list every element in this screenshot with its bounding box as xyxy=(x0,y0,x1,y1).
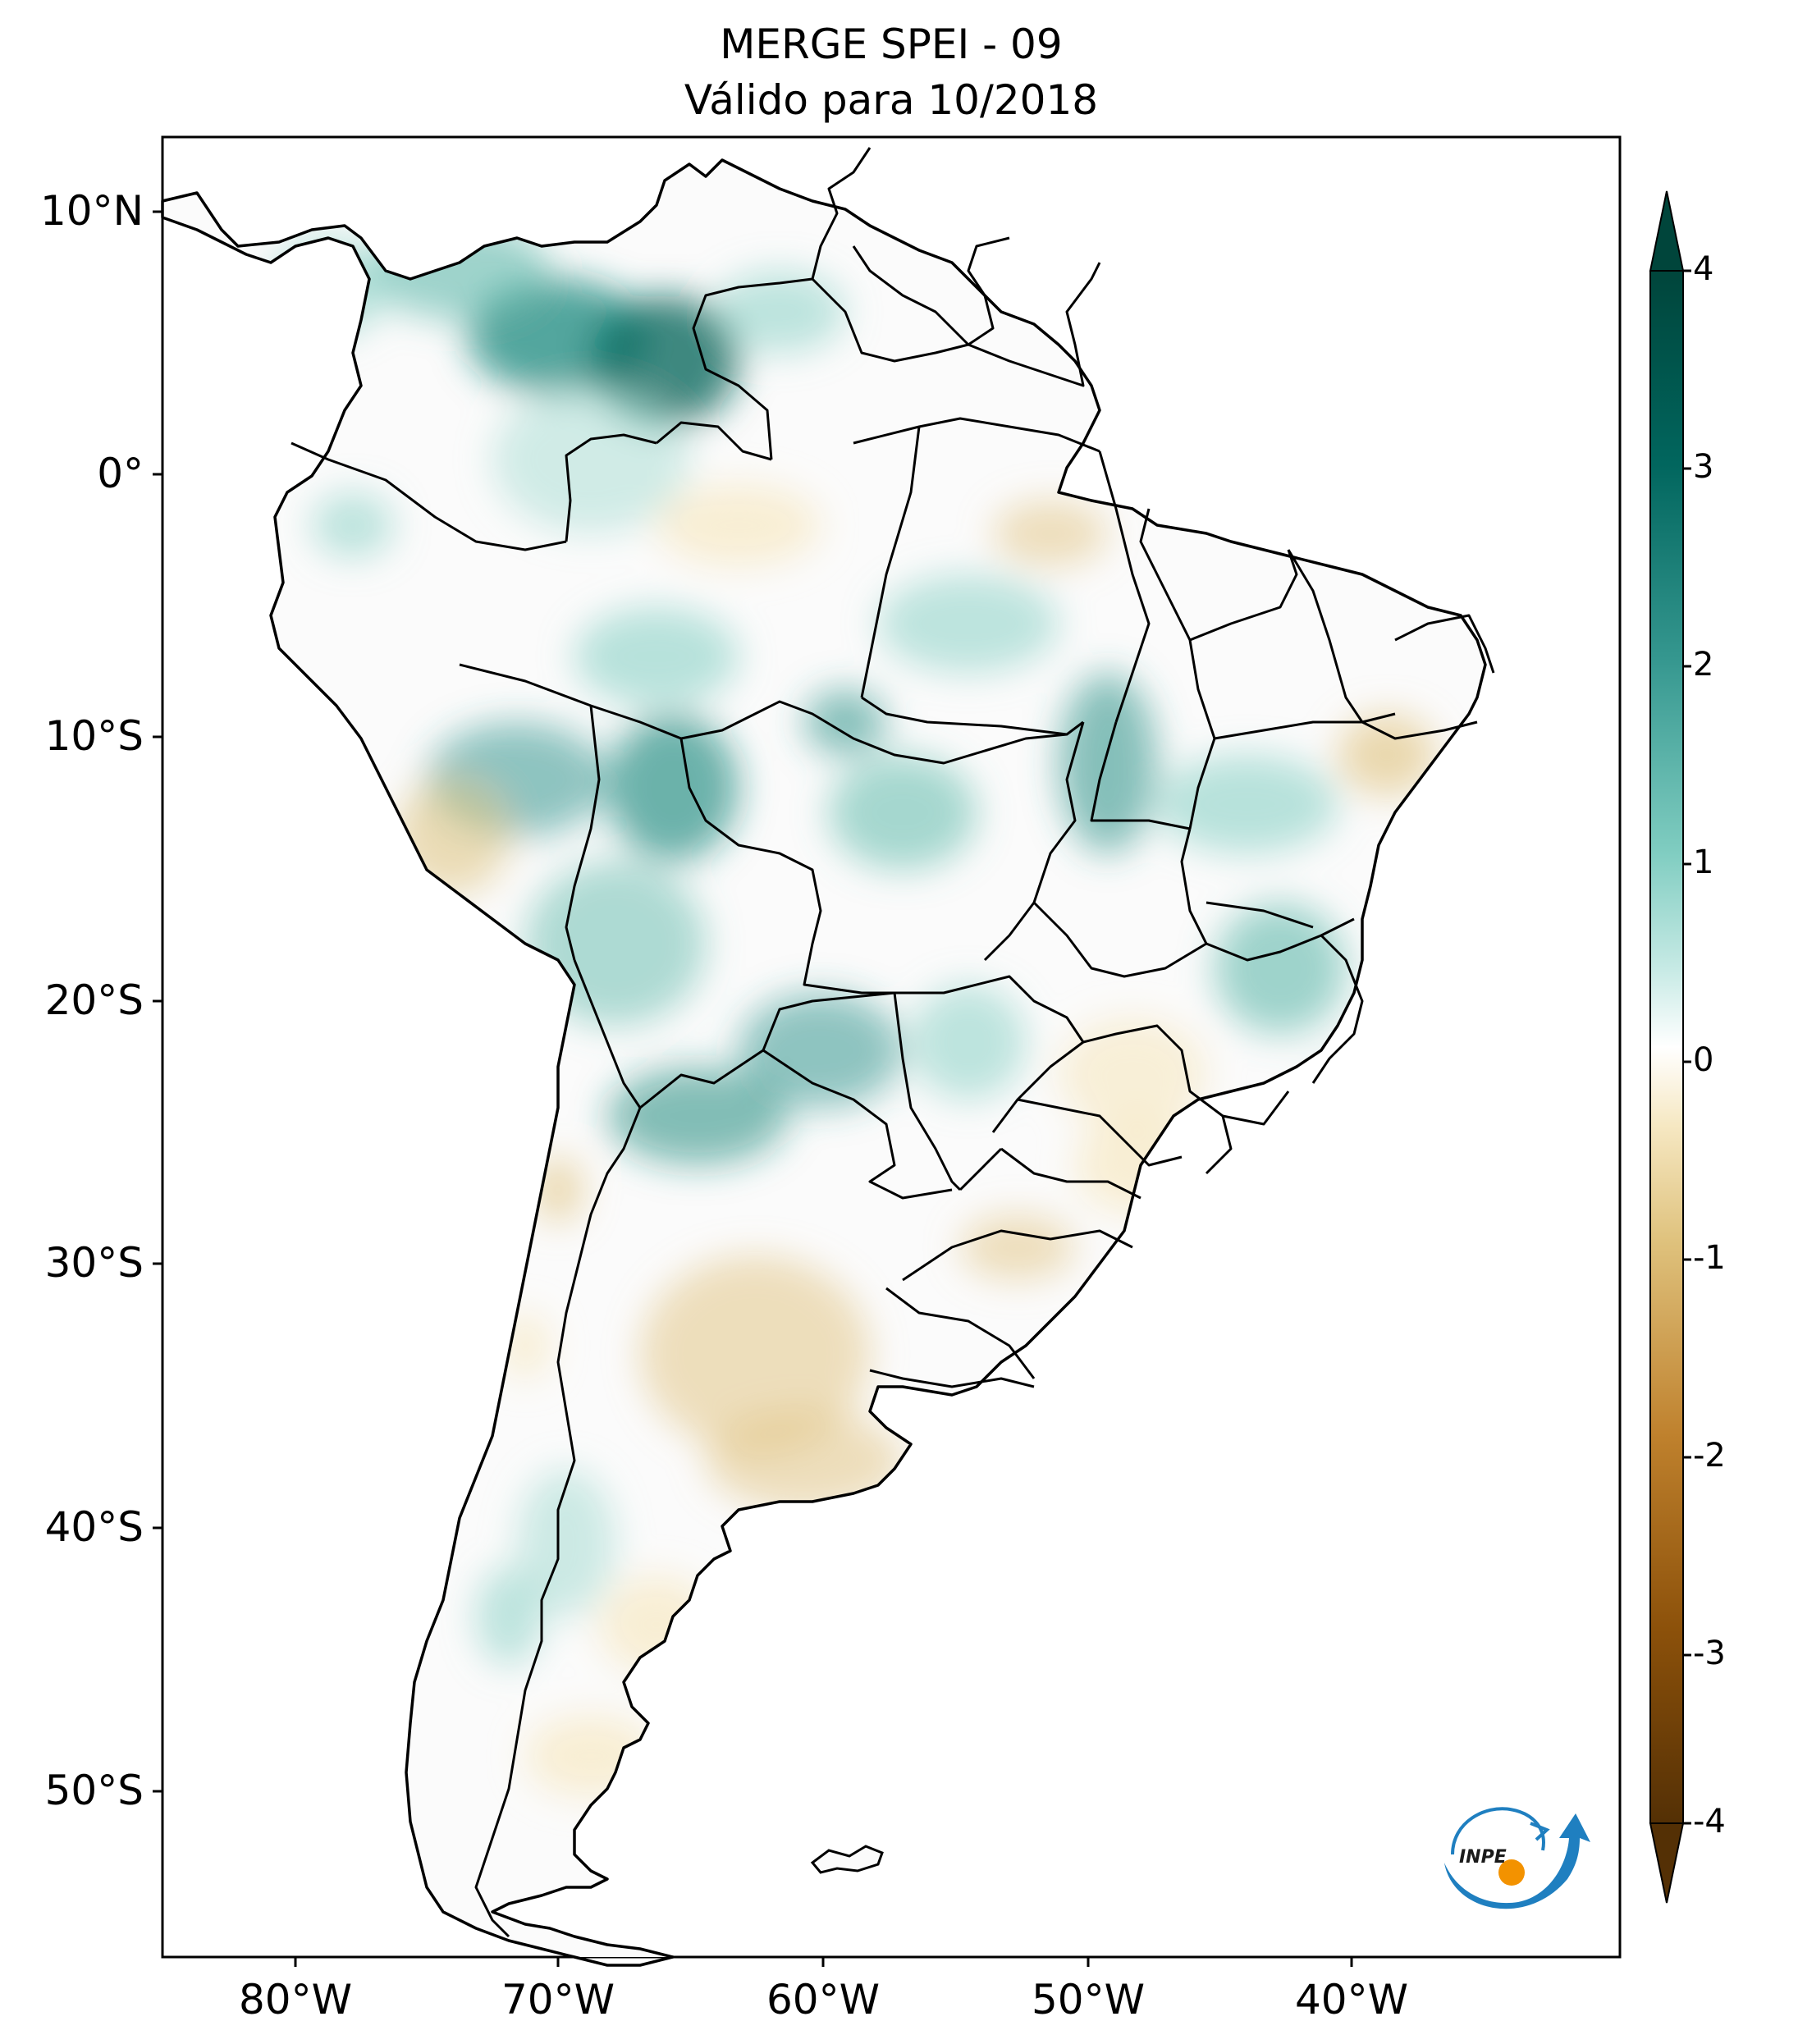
coastline xyxy=(161,158,1487,1967)
brazil-north-states xyxy=(853,417,1100,453)
pernambuco-border xyxy=(1361,720,1478,740)
colorbar xyxy=(1649,190,1691,1904)
bolivia-chile-border xyxy=(573,959,642,1109)
colorbar-tick-label: 2 xyxy=(1693,646,1714,684)
brazil-uruguay-border xyxy=(885,1287,1036,1379)
lat-tick-label: 20°S xyxy=(44,976,144,1024)
colorbar-tick-label: -3 xyxy=(1693,1635,1726,1672)
falkland-islands xyxy=(810,1845,884,1874)
piaui-ceara-border xyxy=(1287,549,1396,724)
colorbar-tick-label: -2 xyxy=(1693,1437,1726,1475)
paraguay-brazil-border xyxy=(893,992,962,1191)
lon-tick-label: 80°W xyxy=(238,1976,353,2023)
minas-espirito-santo-border xyxy=(1311,934,1364,1084)
axis-ticks xyxy=(153,210,1353,1967)
lat-tick-label: 10°N xyxy=(39,187,144,235)
colombia-peru-border xyxy=(565,433,657,542)
uruguay-south-border xyxy=(869,1369,1035,1388)
minas-sao-paulo-border xyxy=(1082,1024,1290,1126)
tocantins-goias-border xyxy=(1090,721,1191,830)
colombia-venezuela-border xyxy=(692,277,813,460)
bolivia-brazil-border xyxy=(679,738,894,995)
colorbar-tick-label: 0 xyxy=(1693,1041,1714,1079)
sao-paulo-parana-border xyxy=(1017,1098,1183,1167)
lon-tick-label: 60°W xyxy=(766,1976,881,2023)
mato-grosso-do-sul-border xyxy=(894,975,1085,1133)
parana-santa-catarina-border xyxy=(1000,1147,1141,1200)
lon-tick-label: 70°W xyxy=(501,1976,615,2023)
goias-bahia-border xyxy=(1180,828,1208,944)
lat-tick-label: 0° xyxy=(97,450,144,497)
rio-de-janeiro-border xyxy=(1205,1115,1233,1175)
map-title: MERGE SPEI - 09 xyxy=(720,21,1063,68)
bahia-minas-border xyxy=(1206,917,1355,962)
colorbar-tick-label: 4 xyxy=(1693,250,1714,288)
amazonas-para-border xyxy=(860,426,921,698)
colorbar-tick-label: -1 xyxy=(1693,1239,1726,1277)
political-borders xyxy=(291,147,1495,1938)
colombia-brazil-border xyxy=(656,421,772,461)
parana-border xyxy=(958,1147,1003,1191)
venezuela-brazil-border xyxy=(811,277,969,363)
colorbar-tick-label: 1 xyxy=(1693,844,1714,881)
colorbar-tick-label: 3 xyxy=(1693,448,1714,486)
chile-argentina-border xyxy=(474,1107,642,1938)
paraiba-rn-border xyxy=(1394,614,1495,674)
lon-tick-label: 40°W xyxy=(1294,1976,1409,2023)
peru-bolivia-border xyxy=(565,705,601,961)
bahia-internal-border xyxy=(1206,901,1314,929)
goias-minas-border xyxy=(1032,901,1207,978)
lat-tick-label: 10°S xyxy=(44,712,144,760)
piaui-bahia-border xyxy=(1214,720,1362,740)
santa-catarina-rio-grande-border xyxy=(902,1229,1133,1282)
venezuela-guyana-border xyxy=(811,147,872,280)
bolivia-argentina-border xyxy=(639,1049,764,1109)
maranhao-piaui-border xyxy=(1189,549,1298,642)
lat-tick-label: 50°S xyxy=(44,1767,144,1814)
lon-tick-label: 50°W xyxy=(1031,1976,1146,2023)
acre-amazonas-border xyxy=(680,700,1084,765)
paraguay-argentina-border xyxy=(762,1049,953,1200)
para-mato-grosso-border xyxy=(861,696,1068,736)
colorbar-tick-label: -4 xyxy=(1693,1803,1726,1841)
bolivia-paraguay-border xyxy=(762,991,895,1051)
inpe-logo-text: INPE xyxy=(1459,1847,1507,1868)
map-subtitle: Válido para 10/2018 xyxy=(684,76,1099,124)
inpe-logo: INPE xyxy=(1444,1807,1590,1909)
suriname-border xyxy=(967,236,1010,346)
french-guiana-border xyxy=(968,262,1101,387)
para-tocantins-border xyxy=(1098,450,1151,723)
colombia-ecuador-border xyxy=(291,441,567,551)
mato-grosso-goias-border xyxy=(983,721,1085,962)
lat-tick-label: 40°S xyxy=(44,1503,144,1551)
lat-tick-label: 30°S xyxy=(44,1239,144,1287)
guyana-border xyxy=(852,245,970,346)
